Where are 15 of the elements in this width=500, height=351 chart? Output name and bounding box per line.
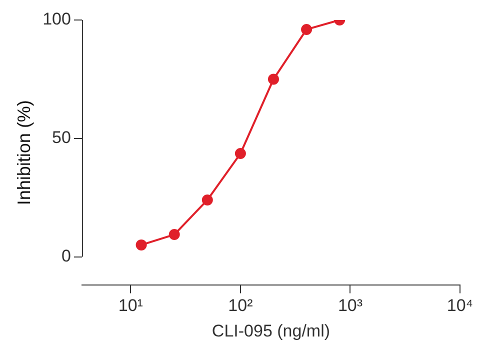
y-tick-label: 100 xyxy=(42,10,71,29)
y-tick-label: 50 xyxy=(52,128,71,148)
point xyxy=(268,74,279,85)
y-tick-label: 0 xyxy=(61,246,71,266)
y-axis-title: Inhibition (%) xyxy=(14,100,34,206)
point xyxy=(168,229,180,240)
point xyxy=(301,24,312,35)
x-tick-label: 10³ xyxy=(338,296,363,316)
x-axis-title: CLI-095 (ng/ml) xyxy=(212,321,330,340)
point xyxy=(202,194,213,206)
x-tick-label: 10¹ xyxy=(118,296,144,316)
point xyxy=(136,239,147,250)
x-tick-label: 10² xyxy=(228,296,254,316)
point xyxy=(234,148,246,160)
x-tick-label: 10⁴ xyxy=(446,296,474,316)
